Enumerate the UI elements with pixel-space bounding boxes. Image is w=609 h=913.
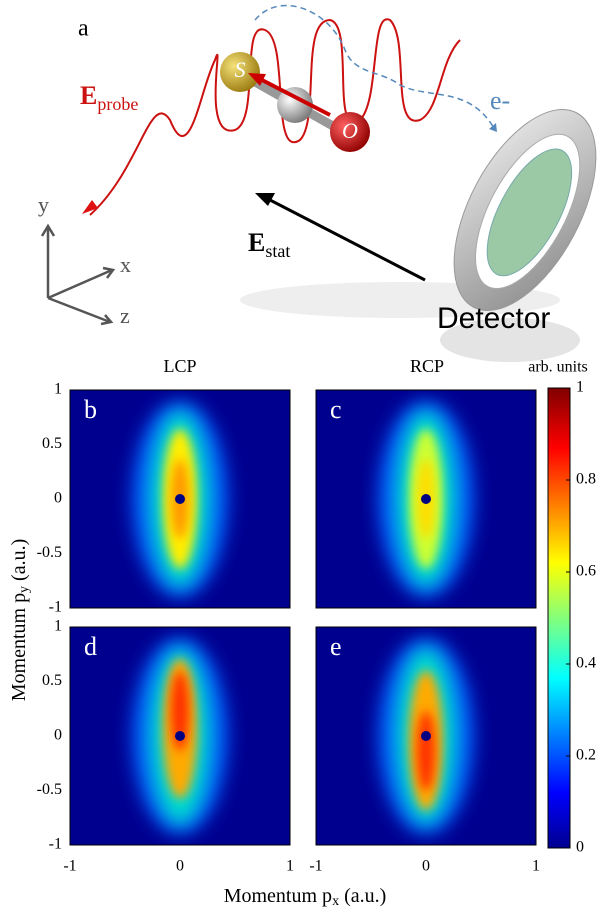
- panel-frame: [315, 389, 537, 609]
- heatmap-panel: b: [69, 389, 291, 609]
- y-tick-label: -1: [49, 599, 62, 616]
- column-title: LCP: [163, 356, 196, 376]
- colorbar-tick-label: 0: [576, 839, 584, 856]
- panel-frame: [69, 389, 291, 609]
- hot: [417, 711, 435, 791]
- label: Momentum p: [8, 593, 30, 701]
- subscript: probe: [97, 94, 138, 114]
- colorbar-tick-label: 0.4: [576, 655, 596, 672]
- e-stat: Estat: [248, 228, 290, 261]
- subscript: y: [17, 586, 32, 593]
- panel-label: e: [330, 632, 342, 661]
- axis-letter: y: [38, 192, 49, 217]
- colorbar-tick-label: 0.6: [576, 563, 596, 580]
- symbol: E: [248, 228, 265, 257]
- y-tick-label: 0: [54, 727, 62, 744]
- column-title: RCP: [410, 356, 444, 376]
- colorbar-tick-label: 0.2: [576, 747, 596, 764]
- panel-label: a: [78, 16, 89, 42]
- x-tick-label: 1: [286, 858, 294, 875]
- y-axis-label: Momentum py (a.u.): [8, 539, 33, 702]
- center-dot: [175, 731, 185, 741]
- x-tick-label: 0: [176, 858, 184, 875]
- axis-letter: z: [120, 303, 130, 328]
- y-tick-label: 0.5: [42, 672, 62, 689]
- center-dot: [175, 494, 185, 504]
- colorbar-tick-label: 0.8: [576, 471, 596, 488]
- electron-label: e-: [490, 86, 510, 115]
- y-tick-label: 0: [54, 490, 62, 507]
- heatmap-panel: d: [69, 626, 291, 846]
- y-tick-label: -0.5: [37, 544, 62, 561]
- colorbar-tick-label: 1: [576, 379, 584, 396]
- hot: [171, 671, 189, 751]
- atom-label: S: [235, 57, 246, 82]
- y-tick-label: 0.5: [42, 435, 62, 452]
- x-tick-label: -1: [63, 858, 76, 875]
- center-dot: [421, 731, 431, 741]
- symbol: E: [80, 81, 97, 110]
- panel-label: c: [330, 395, 342, 424]
- x-tick-label: 1: [532, 858, 540, 875]
- x-axis-label: Momentum px (a.u.): [224, 885, 387, 910]
- detector-label: Detector: [437, 302, 550, 335]
- e-probe: Eprobe: [80, 81, 138, 114]
- heatmap-panel: e: [315, 626, 537, 846]
- label: Momentum p: [224, 885, 332, 907]
- subscript: x: [332, 894, 339, 909]
- unit: (a.u.): [344, 885, 386, 907]
- heatmap-panel: c: [315, 389, 537, 609]
- y-tick-label: 1: [54, 381, 62, 398]
- y-tick-label: -1: [49, 836, 62, 853]
- panel-label: d: [84, 632, 97, 661]
- x-tick-label: -1: [309, 858, 322, 875]
- unit: (a.u.): [8, 539, 30, 581]
- center-dot: [421, 494, 431, 504]
- x-tick-label: 0: [422, 858, 430, 875]
- y-tick-label: 1: [54, 618, 62, 635]
- panel-label: b: [84, 395, 97, 424]
- axis-letter: x: [120, 252, 131, 277]
- subscript: stat: [265, 241, 290, 261]
- panel-frame: [69, 626, 291, 846]
- colorbar-label: arb. units: [528, 359, 588, 376]
- y-tick-label: -0.5: [37, 781, 62, 798]
- atom-label: O: [342, 118, 358, 143]
- panel-frame: [315, 626, 537, 846]
- illustration: S O a Eprobe e- Estat y x z Detector: [38, 4, 597, 362]
- colorbar: [547, 387, 571, 849]
